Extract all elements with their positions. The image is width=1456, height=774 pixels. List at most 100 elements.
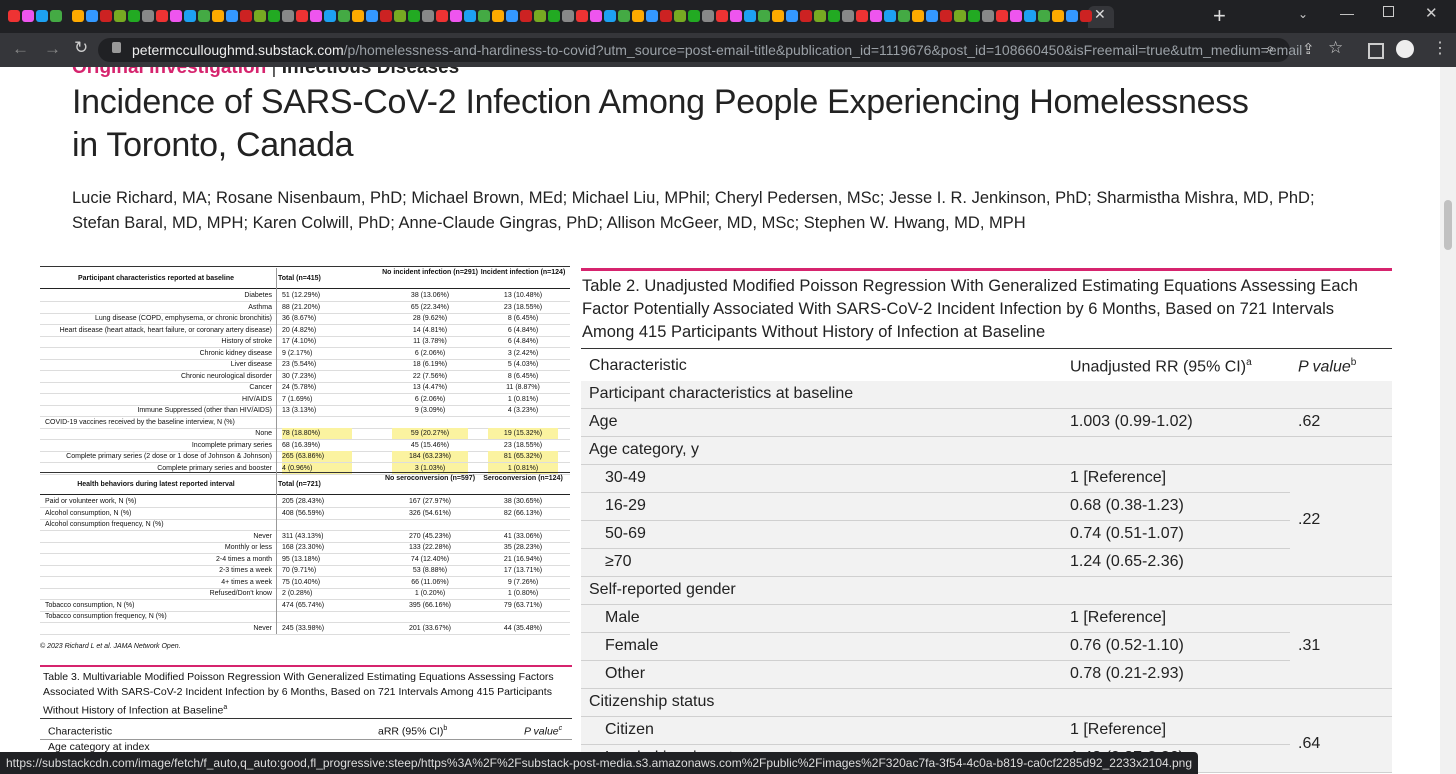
kicker: Original Investigation bbox=[72, 67, 267, 78]
row-rule bbox=[40, 633, 570, 635]
cell: 3 (2.42%) bbox=[507, 349, 539, 357]
row-label: 2-4 times a month bbox=[215, 555, 272, 563]
row-rule bbox=[40, 541, 570, 543]
tab-favicon bbox=[744, 10, 756, 22]
row-label: Refused/Don't know bbox=[209, 590, 272, 597]
tab-favicon bbox=[50, 10, 62, 22]
cell: 474 (65.74%) bbox=[282, 601, 325, 609]
cell: 9 (3.09%) bbox=[414, 407, 446, 414]
tab-favicon bbox=[716, 10, 728, 22]
header-line bbox=[40, 266, 570, 267]
row-rule bbox=[40, 553, 570, 554]
tab-favicon bbox=[940, 10, 952, 22]
p-cell bbox=[1290, 605, 1392, 689]
cell: 6 (2.06%) bbox=[414, 395, 446, 403]
cell: 68 (16.39%) bbox=[282, 441, 321, 449]
footnote-mark: b bbox=[1350, 357, 1357, 368]
cell: 82 (66.13%) bbox=[503, 509, 543, 517]
tab-favicon bbox=[772, 10, 784, 22]
content: Original Investigation | Infectious Dise… bbox=[0, 67, 1440, 774]
tab-favicon bbox=[646, 10, 658, 22]
zoom-icon[interactable]: ⌕ bbox=[1266, 40, 1275, 57]
header-line bbox=[40, 472, 570, 473]
tab-favicon bbox=[128, 10, 140, 22]
row-label: Lung disease (COPD, emphysema, or chroni… bbox=[94, 315, 272, 322]
back[interactable]: ← bbox=[12, 39, 29, 58]
row-label: 2-3 times a week bbox=[219, 567, 272, 574]
sub-label: 30-49 bbox=[605, 469, 646, 486]
table-title: Table 3. Multivariable Modified Poisson … bbox=[43, 670, 568, 719]
row-bg bbox=[581, 521, 1392, 549]
tab-favicon bbox=[786, 10, 798, 22]
tab-favicon bbox=[422, 10, 434, 22]
cell: 3 (1.03%) bbox=[392, 462, 468, 474]
row-bg bbox=[581, 633, 1392, 661]
cell: 8 (6.45%) bbox=[507, 315, 539, 322]
cell: 65 (22.34%) bbox=[410, 303, 450, 311]
cell: 38 (13.06%) bbox=[410, 292, 450, 299]
minimize[interactable]: — bbox=[1340, 5, 1354, 21]
row-label: HIV/AIDS bbox=[242, 395, 272, 403]
scroll-thumb[interactable] bbox=[1444, 200, 1452, 250]
tab-favicon bbox=[198, 10, 210, 22]
row-rule bbox=[40, 301, 570, 302]
bookmark[interactable]: ☆ bbox=[1328, 38, 1344, 57]
row-label: 4+ times a week bbox=[221, 578, 272, 586]
scrollbar[interactable] bbox=[1440, 67, 1456, 774]
cell: 17 (13.71%) bbox=[503, 567, 543, 574]
cell: 13 (4.47%) bbox=[412, 384, 448, 391]
tab-favicon bbox=[842, 10, 854, 22]
tab-favicon bbox=[282, 10, 294, 22]
sub-label: 50-69 bbox=[605, 525, 646, 542]
side-panel[interactable] bbox=[1368, 43, 1384, 59]
omnibox[interactable]: petermcculloughmd.substack.com/p/homeles… bbox=[98, 38, 1302, 62]
new-tab[interactable]: + bbox=[1213, 3, 1226, 28]
cell: 1 (0.80%) bbox=[507, 590, 539, 597]
rr: 1.003 (0.99-1.02) bbox=[1070, 413, 1193, 430]
tab-favicon bbox=[884, 10, 896, 22]
row-rule bbox=[40, 599, 570, 600]
share[interactable]: ⇪ bbox=[1302, 41, 1315, 58]
cell: 11 (8.87%) bbox=[506, 384, 540, 391]
sub-label: Citizen bbox=[605, 721, 654, 738]
title-line: in Toronto, Canada bbox=[72, 126, 354, 164]
kicker-line: Original Investigation | Infectious Dise… bbox=[72, 67, 459, 79]
row-label: Tobacco consumption, N (%) bbox=[45, 601, 135, 609]
cell: 4 (3.23%) bbox=[507, 407, 539, 414]
tab-favicon bbox=[380, 10, 392, 22]
row-rule bbox=[40, 622, 570, 623]
table-title: Table 2. Unadjusted Modified Poisson Reg… bbox=[582, 277, 1358, 341]
profile[interactable] bbox=[1396, 40, 1414, 58]
tab-favicon bbox=[562, 10, 574, 22]
cell: 36 (8.67%) bbox=[282, 315, 317, 322]
close-tab[interactable]: ✕ bbox=[1094, 6, 1106, 22]
cell: 245 (33.98%) bbox=[282, 624, 325, 632]
reload[interactable]: ↻ bbox=[74, 38, 89, 57]
rr: 0.78 (0.21-2.93) bbox=[1070, 665, 1184, 682]
cell: 184 (63.23%) bbox=[392, 451, 468, 462]
cell: 45 (15.46%) bbox=[410, 441, 450, 449]
tab-search[interactable]: ⌄ bbox=[1298, 7, 1309, 21]
tab-favicon bbox=[352, 10, 364, 22]
row-rule bbox=[40, 404, 570, 406]
tab-favicon bbox=[450, 10, 462, 22]
tab-favicon bbox=[590, 10, 602, 22]
row-rule bbox=[40, 347, 570, 348]
cell: 74 (12.40%) bbox=[410, 555, 450, 563]
active-tab[interactable] bbox=[1088, 6, 1114, 28]
row-label: Heart disease (heart attack, heart failu… bbox=[59, 326, 272, 334]
cell: 79 (63.71%) bbox=[503, 601, 543, 609]
tab-favicon bbox=[1080, 10, 1092, 22]
row-rule bbox=[40, 530, 570, 531]
rr: 1 [Reference] bbox=[1070, 721, 1167, 738]
tab-favicon bbox=[982, 10, 994, 22]
maximize[interactable] bbox=[1383, 6, 1394, 17]
header-text: Characteristic bbox=[48, 725, 113, 738]
tab-favicon bbox=[576, 10, 588, 22]
cell: 205 (28.43%) bbox=[282, 498, 325, 505]
menu[interactable]: ⋮ bbox=[1432, 40, 1448, 57]
tab-favicon bbox=[254, 10, 266, 22]
forward[interactable]: → bbox=[44, 39, 61, 58]
close-window[interactable]: ✕ bbox=[1425, 5, 1438, 22]
tab-favicon bbox=[870, 10, 882, 22]
